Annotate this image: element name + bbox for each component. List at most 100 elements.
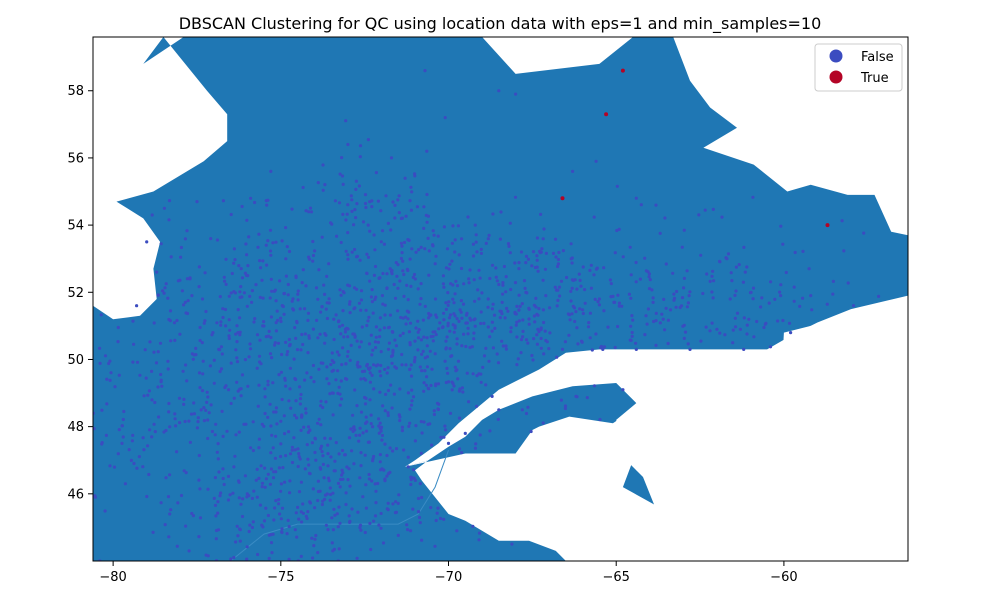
scatter-point-false xyxy=(311,556,315,560)
scatter-point-false xyxy=(315,318,319,322)
scatter-point-false xyxy=(93,427,96,431)
scatter-point-false xyxy=(151,530,155,535)
scatter-point-false xyxy=(521,335,525,339)
scatter-point-false xyxy=(355,202,359,206)
scatter-point-false xyxy=(425,355,429,359)
scatter-point-false xyxy=(431,339,435,343)
scatter-point-false xyxy=(279,319,283,324)
scatter-point-false xyxy=(277,502,281,506)
scatter-point-false xyxy=(475,250,479,254)
scatter-point-false xyxy=(408,407,412,411)
scatter-point-false xyxy=(349,427,353,431)
scatter-point-false xyxy=(234,540,238,544)
scatter-point-false xyxy=(337,505,341,509)
scatter-point-false xyxy=(316,479,320,483)
scatter-point-false xyxy=(100,442,104,446)
scatter-point-false xyxy=(355,363,359,367)
scatter-point-false xyxy=(159,372,163,377)
scatter-point-false xyxy=(361,220,366,224)
scatter-point-false xyxy=(367,477,371,481)
scatter-point-false xyxy=(490,263,495,267)
scatter-point-false xyxy=(501,344,505,348)
scatter-point-false xyxy=(410,399,414,403)
scatter-point-false xyxy=(322,476,326,480)
scatter-point-false xyxy=(718,331,722,335)
scatter-point-false xyxy=(440,325,445,330)
scatter-point-false xyxy=(324,400,328,404)
scatter-point-false xyxy=(266,239,270,243)
scatter-point-false xyxy=(310,536,314,540)
scatter-point-false xyxy=(345,465,349,469)
scatter-point-false xyxy=(258,503,262,507)
scatter-point-false xyxy=(710,290,714,294)
scatter-point-false xyxy=(454,369,458,373)
scatter-point-false xyxy=(104,433,108,437)
scatter-point-false xyxy=(448,329,452,333)
scatter-point-false xyxy=(164,476,168,480)
scatter-point-false xyxy=(188,440,192,444)
scatter-point-false xyxy=(453,292,457,296)
scatter-point-false xyxy=(361,495,365,499)
scatter-point-false xyxy=(559,279,564,283)
scatter-point-false xyxy=(269,169,273,173)
scatter-point-false xyxy=(378,335,382,339)
scatter-point-false xyxy=(450,259,454,263)
scatter-point-false xyxy=(227,294,231,298)
scatter-point-false xyxy=(263,387,267,391)
scatter-point-false xyxy=(232,261,236,265)
scatter-point-false xyxy=(507,244,511,248)
scatter-point-false xyxy=(386,347,391,351)
scatter-point-false xyxy=(224,282,228,286)
scatter-point-false xyxy=(361,431,365,435)
scatter-point-false xyxy=(327,297,331,301)
scatter-point-false xyxy=(210,429,214,434)
scatter-point-false xyxy=(643,333,647,337)
scatter-point-false xyxy=(353,306,357,310)
scatter-point-false xyxy=(412,360,417,364)
scatter-point-false xyxy=(306,425,311,429)
scatter-point-false xyxy=(325,301,329,305)
scatter-point-false xyxy=(173,417,177,421)
scatter-point-false xyxy=(204,408,208,412)
scatter-point-false xyxy=(314,286,319,290)
scatter-point-false xyxy=(752,335,756,339)
scatter-point-false xyxy=(392,282,396,287)
scatter-point-false xyxy=(364,421,368,425)
scatter-point-false xyxy=(271,446,275,450)
scatter-point-false xyxy=(708,329,712,333)
scatter-point-false xyxy=(260,481,265,485)
scatter-point-false xyxy=(274,434,278,438)
scatter-point-false xyxy=(274,499,278,503)
scatter-point-false xyxy=(420,495,424,500)
scatter-point-false xyxy=(265,263,269,267)
scatter-point-false xyxy=(386,472,391,476)
scatter-point-false xyxy=(613,251,617,255)
scatter-point-false xyxy=(249,196,253,200)
scatter-point-false xyxy=(420,369,424,373)
scatter-point-false xyxy=(135,360,140,364)
scatter-point-false xyxy=(578,307,582,311)
y-tick-label: 52 xyxy=(67,286,84,301)
scatter-point-false xyxy=(352,223,356,227)
scatter-point-false xyxy=(608,278,613,282)
scatter-point-false xyxy=(418,365,422,369)
scatter-point-false xyxy=(534,305,538,309)
scatter-point-false xyxy=(337,452,341,456)
scatter-point-false xyxy=(433,297,438,301)
scatter-point-false xyxy=(216,511,220,515)
scatter-point-false xyxy=(685,305,690,309)
scatter-point-false xyxy=(275,309,279,313)
scatter-point-false xyxy=(354,433,358,437)
scatter-point-false xyxy=(159,242,163,246)
scatter-point-false xyxy=(323,493,328,497)
scatter-point-false xyxy=(287,557,291,561)
scatter-point-false xyxy=(320,235,324,239)
scatter-point-false xyxy=(204,309,208,314)
scatter-point-false xyxy=(598,417,602,422)
scatter-point-false xyxy=(513,281,518,285)
scatter-point-false xyxy=(532,314,537,318)
scatter-point-false xyxy=(674,305,678,309)
scatter-point-false xyxy=(539,346,543,350)
scatter-point-false xyxy=(423,69,427,73)
scatter-point-false xyxy=(515,335,519,339)
